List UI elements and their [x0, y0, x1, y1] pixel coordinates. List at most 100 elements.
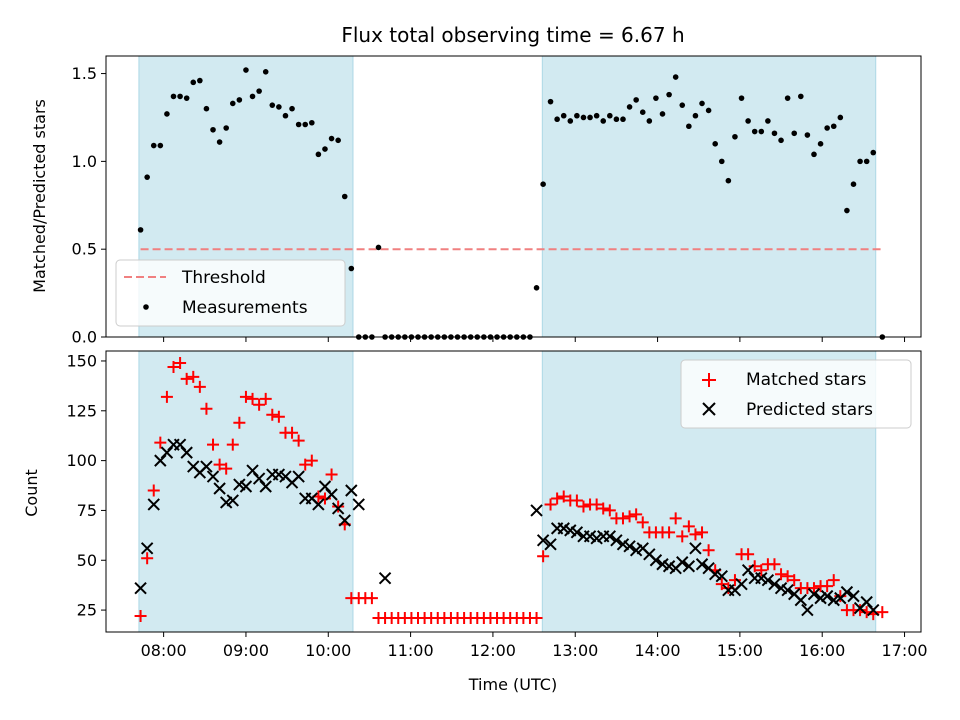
matched-star-point	[537, 550, 550, 563]
matched-star-point	[715, 578, 728, 591]
legend-matched-label: Matched stars	[746, 370, 866, 390]
matched-star-point	[755, 564, 768, 577]
measurement-point	[607, 112, 613, 119]
measurement-point	[639, 109, 646, 115]
measurement-point	[309, 119, 315, 126]
x-tick-label: 16:00	[799, 641, 845, 660]
x-tick-label: 11:00	[388, 641, 434, 660]
measurement-point	[335, 137, 341, 144]
matched-star-point	[590, 498, 603, 511]
measurement-point	[620, 116, 626, 123]
legend-matched-swatch	[702, 373, 716, 387]
measurement-point	[850, 181, 857, 188]
y-tick-label: 100	[66, 451, 97, 470]
legend-predicted-label: Predicted stars	[746, 400, 873, 420]
predicted-star-point	[331, 502, 345, 515]
measurement-point	[348, 265, 355, 272]
observing-interval-shade	[542, 56, 876, 337]
predicted-star-point	[649, 554, 663, 567]
top-axes-frame	[105, 55, 922, 338]
measurement-point	[249, 93, 256, 100]
matched-star-point	[827, 574, 840, 587]
measurement-point	[190, 79, 197, 86]
x-axis-label: Time (UTC)	[468, 675, 557, 694]
matched-star-point	[266, 408, 279, 421]
x-tick-label: 13:00	[552, 641, 598, 660]
predicted-star-point	[847, 589, 860, 603]
predicted-star-point	[259, 480, 272, 493]
predicted-star-point	[312, 498, 325, 511]
matched-star-point	[551, 492, 564, 505]
matched-star-point	[154, 436, 167, 449]
measurement-point	[791, 130, 798, 137]
top-legend: Threshold Measurements	[115, 259, 346, 327]
measurement-point	[870, 149, 877, 156]
matched-star-point	[167, 360, 180, 373]
predicted-star-point	[682, 560, 696, 573]
predicted-star-point	[206, 470, 220, 483]
measurement-point	[262, 69, 269, 75]
chart-title: Flux total observing time = 6.67 h	[341, 23, 684, 47]
matched-star-point	[570, 494, 583, 507]
measurement-point	[289, 105, 295, 112]
matched-star-point	[187, 370, 200, 383]
measurement-point	[282, 112, 289, 119]
matched-star-point	[696, 526, 709, 539]
matched-star-point	[299, 458, 312, 471]
matched-star-point	[160, 390, 173, 403]
measurement-point	[705, 107, 712, 114]
y-tick-label: 1.0	[72, 152, 97, 171]
matched-star-point	[577, 500, 590, 513]
predicted-star-point	[807, 587, 821, 601]
measurement-point	[863, 158, 870, 165]
measurement-point	[699, 100, 705, 107]
matched-star-point	[663, 526, 676, 539]
y-tick-label: 50	[77, 551, 97, 570]
measurement-point	[554, 116, 560, 123]
bottom-panel: 25 50 75 100 125 150 08:00 09:00 10:00 11:00 12:0…	[22, 350, 928, 694]
x-tick-label: 10:00	[305, 641, 351, 660]
measurement-point	[837, 114, 844, 121]
matched-star-point	[676, 530, 689, 543]
predicted-star-point	[180, 446, 193, 459]
measurement-point	[276, 104, 282, 110]
predicted-star-point	[840, 585, 854, 599]
predicted-star-point	[794, 593, 808, 607]
matched-star-point	[630, 508, 643, 521]
matched-star-point	[616, 512, 629, 525]
matched-star-point	[742, 548, 755, 561]
predicted-star-point	[378, 571, 392, 585]
predicted-star-point	[292, 470, 305, 483]
measurement-point	[593, 112, 600, 119]
measurement-point	[223, 125, 229, 131]
matched-star-point	[147, 484, 160, 497]
measurement-point	[157, 142, 164, 149]
predicted-star-point	[570, 526, 584, 539]
predicted-star-point	[735, 577, 748, 591]
predicted-star-point	[325, 488, 338, 501]
predicted-star-point	[213, 482, 226, 495]
matched-star-point	[821, 580, 834, 593]
matched-star-point	[544, 498, 557, 511]
predicted-star-point	[345, 484, 358, 497]
matched-star-point	[636, 516, 649, 529]
bottom-legend: Matched stars Predicted stars	[680, 359, 912, 429]
measurement-point	[567, 118, 574, 124]
measurement-point	[600, 118, 607, 124]
x-tick-label: 17:00	[881, 641, 927, 660]
measurement-point	[560, 112, 567, 119]
measurement-point	[229, 100, 236, 107]
measurement-point	[183, 95, 190, 101]
matched-star-point	[233, 416, 246, 429]
predicted-star-point	[544, 538, 557, 551]
measurement-point	[646, 118, 653, 124]
matched-star-point	[246, 392, 259, 405]
measurement-point	[315, 151, 322, 158]
y-tick-label: 125	[66, 401, 97, 420]
predicted-star-point	[530, 504, 543, 517]
measurement-point	[844, 207, 850, 214]
matched-star-point	[305, 454, 318, 467]
matched-star-point	[207, 438, 220, 451]
measurement-point	[718, 158, 725, 165]
